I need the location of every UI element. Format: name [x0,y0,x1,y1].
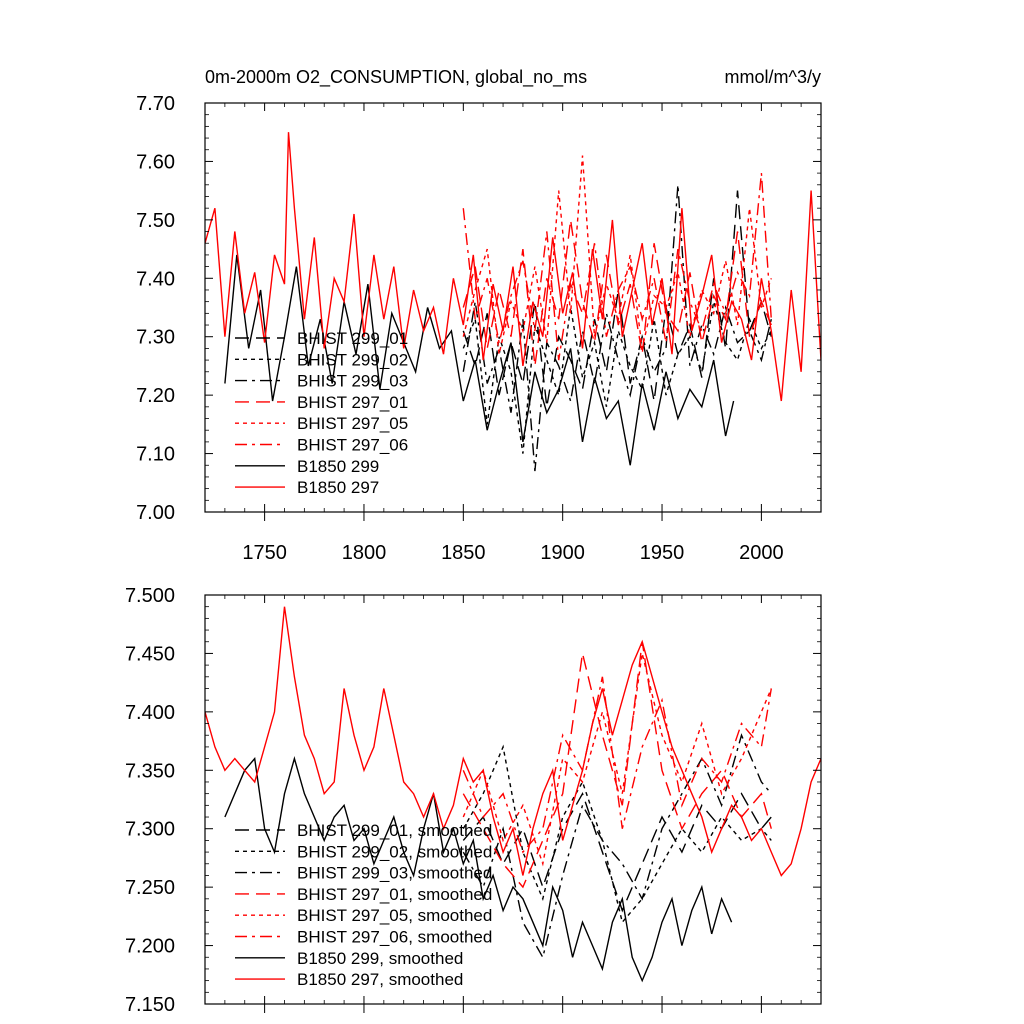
top-ticks: 7.00 7.10 7.20 7.30 7.40 7.50 7.60 7.70 1750 1800… [136,93,821,564]
legend-label-1: BHIST 299_02 [297,350,408,369]
y-tick-label: 7.00 [136,502,175,524]
y-tick-label: 7.450 [125,643,175,665]
series-line-6 [224,756,733,983]
y-tick-label: 7.40 [136,268,175,290]
legend-label-2: BHIST 299_03 [297,372,408,391]
legend-label-7: B1850 297, smoothed [297,970,463,989]
x-tick-label: 1750 [242,542,287,564]
series-line-7 [205,132,821,402]
y-tick-label: 7.60 [136,151,175,173]
top-series-lines [205,132,821,472]
y-tick-label: 7.30 [136,327,175,349]
top-panel: 0m-2000m O2_CONSUMPTION, global_no_ms mm… [136,67,822,564]
series-line-2 [462,733,772,960]
legend-label-0: BHIST 299_01 [297,329,408,348]
y-tick-label: 7.150 [125,994,175,1016]
bottom-series-lines [205,606,821,983]
y-tick-label: 7.250 [125,877,175,899]
y-tick-label: 7.500 [125,585,175,607]
series-line-5 [462,173,772,361]
legend-label-4: BHIST 297_05 [297,414,408,433]
legend-label-3: BHIST 297_01 [297,393,408,412]
y-tick-label: 7.20 [136,385,175,407]
x-tick-label: 2000 [739,542,784,564]
series-line-0 [462,791,772,913]
y-tick-label: 7.50 [136,210,175,232]
legend-label-5: BHIST 297_06, smoothed [297,928,492,947]
x-tick-label: 1950 [640,542,685,564]
y-tick-label: 7.350 [125,760,175,782]
series-line-3 [462,219,772,366]
chart-title: 0m-2000m O2_CONSUMPTION, global_no_ms [205,67,587,88]
series-line-4 [462,653,772,867]
bottom-ticks: 7.150 7.200 7.250 7.300 7.350 7.400 7.450 7.500 [125,585,821,1016]
legend-label-2: BHIST 299_03, smoothed [297,864,492,883]
series-line-0 [462,190,772,407]
legend-label-5: BHIST 297_06 [297,436,408,455]
series-line-4 [462,155,772,355]
series-line-1 [462,301,772,454]
legend-label-0: BHIST 299_01, smoothed [297,821,492,840]
y-tick-label: 7.70 [136,93,175,115]
legend-label-3: BHIST 297_01, smoothed [297,885,492,904]
y-tick-label: 7.400 [125,702,175,724]
y-tick-label: 7.300 [125,819,175,841]
bottom-legend: BHIST 299_01, smoothed BHIST 299_02, smoo… [235,821,492,989]
legend-label-1: BHIST 299_02, smoothed [297,842,492,861]
x-tick-label: 1800 [342,542,387,564]
top-legend: BHIST 299_01 BHIST 299_02 BHIST 299_03 BHIS… [235,329,408,497]
top-plot-frame [204,102,822,513]
legend-label-4: BHIST 297_05, smoothed [297,906,492,925]
chart-units: mmol/m^3/y [725,67,821,87]
legend-label-7: B1850 297 [297,478,379,497]
series-line-3 [462,641,772,889]
series-line-7 [205,606,821,877]
series-line-6 [224,254,735,466]
x-tick-label: 1900 [540,542,585,564]
series-line-5 [462,676,772,854]
y-tick-label: 7.10 [136,444,175,466]
series-line-1 [462,744,772,924]
legend-label-6: B1850 299, smoothed [297,949,463,968]
bottom-plot-frame [204,594,822,1005]
series-line-2 [462,184,772,472]
legend-label-6: B1850 299 [297,457,379,476]
x-tick-label: 1850 [441,542,486,564]
bottom-panel: 7.150 7.200 7.250 7.300 7.350 7.400 7.450 7.500… [125,585,822,1016]
y-tick-label: 7.200 [125,936,175,958]
